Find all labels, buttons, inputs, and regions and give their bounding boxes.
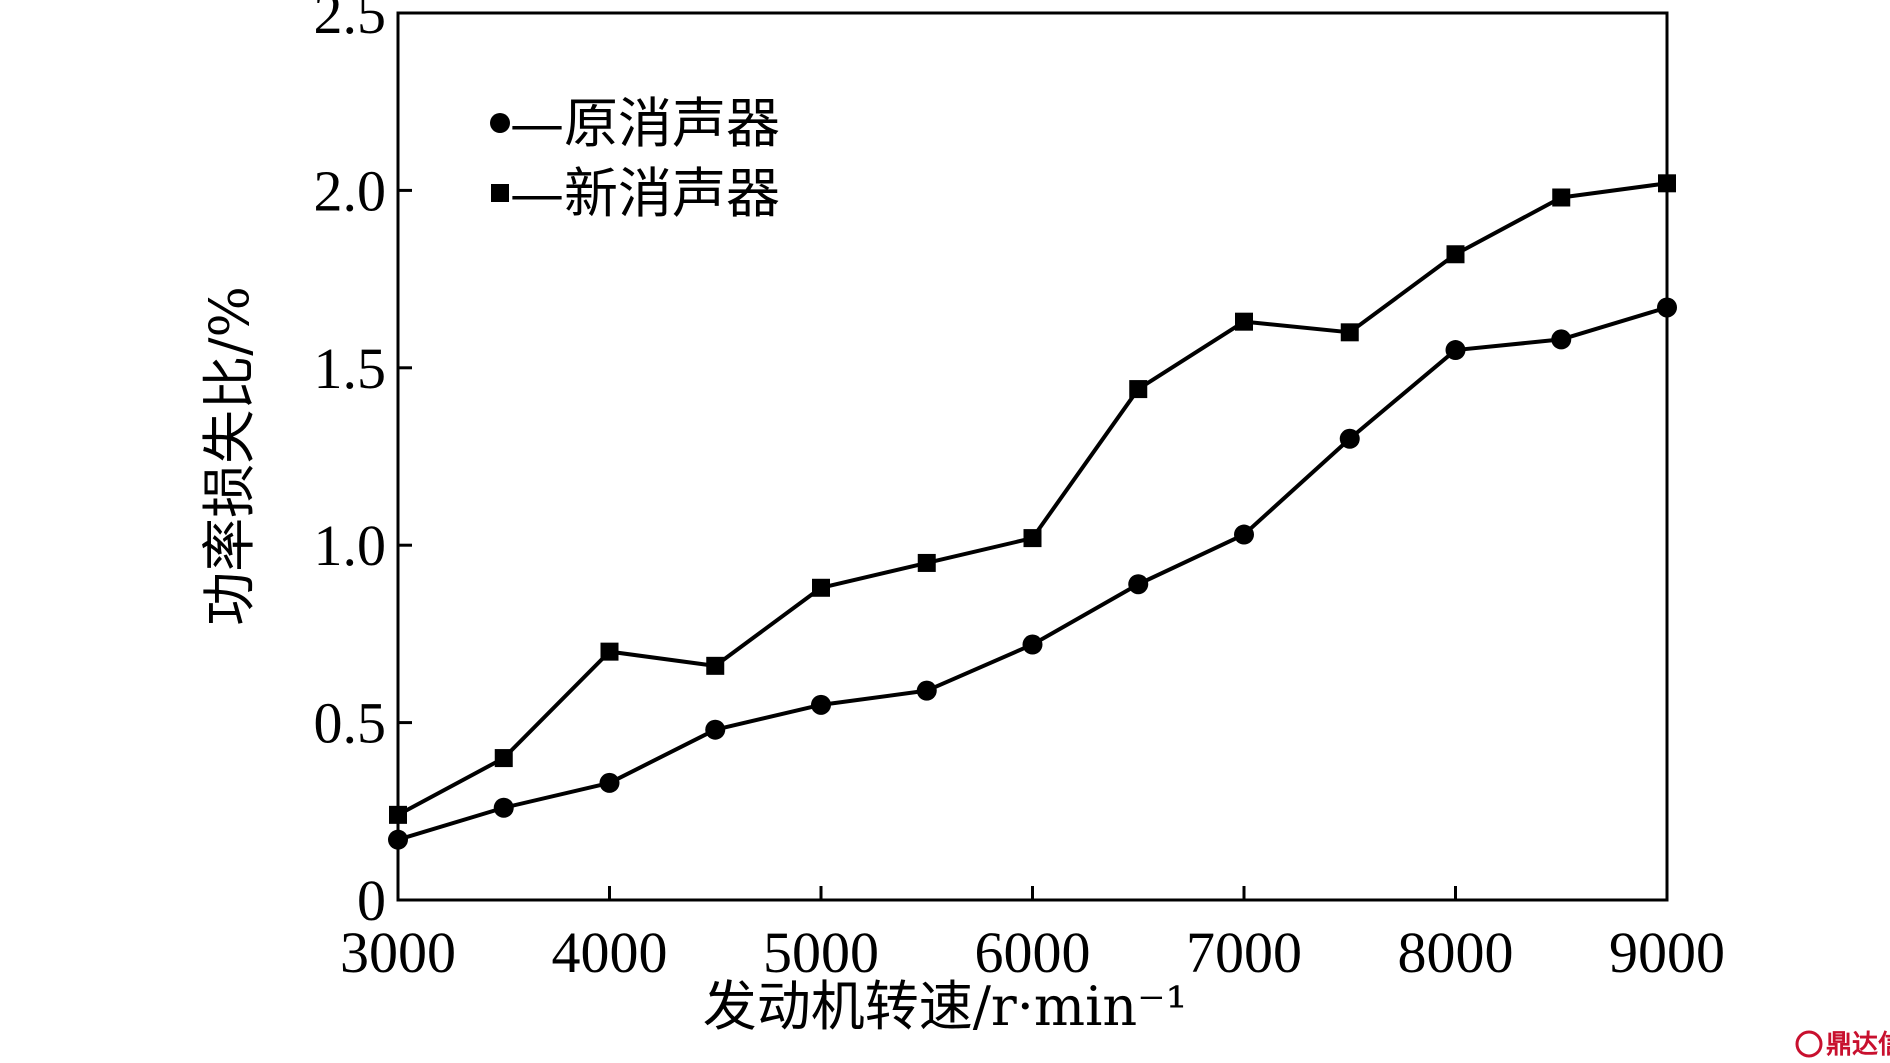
data-point [1340, 323, 1359, 342]
data-point [1339, 428, 1360, 449]
x-tick-label: 4000 [552, 920, 668, 985]
data-point [917, 553, 936, 572]
series-layer [388, 174, 1677, 850]
data-point [1129, 380, 1148, 399]
x-axis-title: 发动机转速/r·min⁻¹ [703, 975, 1188, 1038]
axis-tick-labels: 3000 4000 5000 6000 7000 8000 9000 0 0.5 1.0 1.5 2.… [314, 0, 1726, 985]
data-point [493, 797, 514, 818]
x-tick-label: 5000 [763, 920, 879, 985]
y-tick-label: 2.0 [314, 158, 387, 223]
data-point [812, 578, 830, 597]
data-point [1234, 524, 1254, 545]
data-point [1022, 634, 1043, 655]
legend-marker [491, 184, 509, 202]
data-point [706, 656, 725, 675]
legend-item: —新消声器 [491, 162, 780, 225]
data-point [388, 829, 408, 850]
series-2 [389, 174, 1676, 824]
y-tick-label: 1.0 [314, 513, 387, 578]
data-point [389, 805, 407, 824]
legend: —原消声器 —新消声器 [490, 92, 780, 225]
y-tick-label: 2.5 [314, 0, 387, 46]
data-point [1445, 340, 1466, 361]
y-axis-title: 功率损失比/% [198, 286, 261, 626]
data-point [1235, 312, 1253, 331]
data-point [1657, 297, 1677, 318]
data-point [705, 719, 726, 740]
legend-marker [490, 113, 510, 133]
y-tick-label: 1.5 [314, 336, 387, 401]
data-point [1446, 245, 1465, 264]
data-point [1552, 188, 1571, 207]
watermark-logo-icon [1795, 1030, 1823, 1058]
data-point [600, 642, 619, 661]
series-1 [388, 297, 1677, 850]
data-point [1023, 529, 1042, 548]
data-point [1658, 174, 1676, 193]
x-tick-label: 6000 [975, 920, 1091, 985]
axis-ticks [396, 11, 1669, 902]
data-point [916, 680, 937, 701]
legend-label: —新消声器 [510, 162, 780, 225]
watermark-text: 鼎达信 [1826, 1030, 1890, 1060]
data-point [599, 772, 620, 793]
x-tick-label: 3000 [340, 920, 456, 985]
legend-item: —原消声器 [490, 92, 780, 155]
series-line [397, 305, 1668, 842]
watermark: 鼎达信 [1795, 1030, 1890, 1060]
x-tick-label: 7000 [1186, 920, 1302, 985]
legend-label: —原消声器 [510, 92, 780, 155]
x-tick-label: 9000 [1609, 920, 1725, 985]
data-point [1128, 574, 1149, 595]
data-point [494, 749, 513, 768]
y-tick-label: 0.5 [314, 691, 387, 756]
x-tick-label: 8000 [1398, 920, 1514, 985]
y-tick-label: 0 [357, 868, 386, 933]
data-point [811, 694, 831, 715]
data-point [1551, 329, 1572, 350]
series-line [397, 181, 1668, 817]
